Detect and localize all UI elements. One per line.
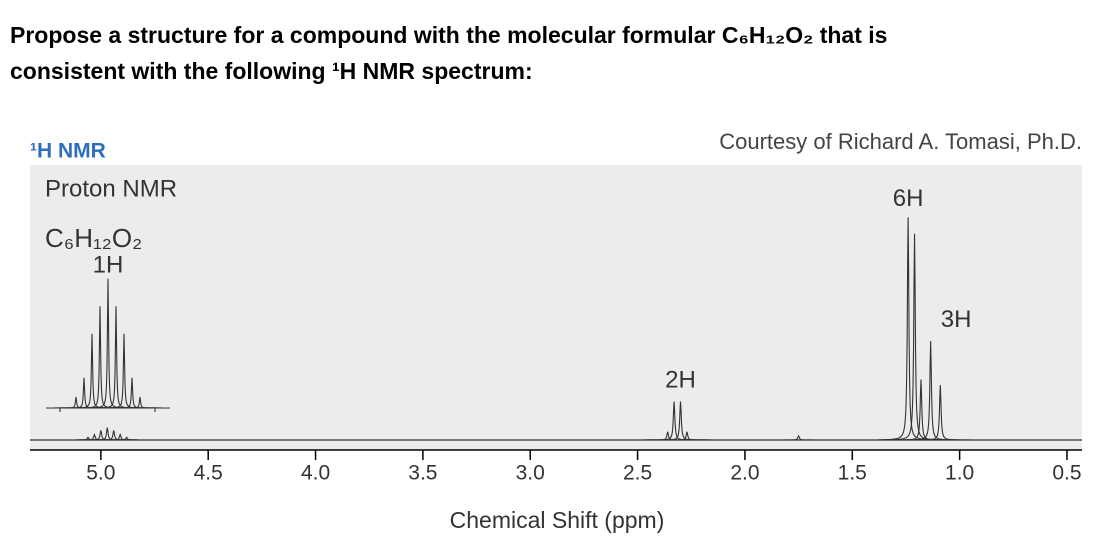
plot-panel bbox=[30, 165, 1082, 450]
question-line: consistent with the following ¹H NMR spe… bbox=[10, 58, 533, 84]
x-tick-label: 1.5 bbox=[838, 462, 867, 485]
x-tick-label: 4.0 bbox=[301, 462, 330, 485]
peak-label: 3H bbox=[941, 306, 972, 333]
inset-peak bbox=[110, 396, 170, 409]
x-tick-label: 2.0 bbox=[730, 462, 759, 485]
peak-label: 2H bbox=[665, 366, 696, 393]
annotation: Proton NMR bbox=[45, 175, 177, 202]
x-tick-label: 1.0 bbox=[945, 462, 974, 485]
x-tick-label: 0.5 bbox=[1052, 462, 1081, 485]
x-tick-label: 2.5 bbox=[623, 462, 652, 485]
peak bbox=[768, 434, 829, 441]
peak bbox=[96, 436, 157, 441]
x-tick-label: 3.5 bbox=[408, 462, 437, 485]
x-axis-title: Chemical Shift (ppm) bbox=[450, 507, 665, 533]
x-tick-label: 5.0 bbox=[86, 462, 115, 485]
x-tick-label: 3.0 bbox=[516, 462, 545, 485]
peak-label: 6H bbox=[893, 185, 924, 212]
annotation: C₆H₁₂O₂ bbox=[45, 223, 142, 253]
header: ¹H NMR bbox=[30, 140, 106, 163]
peak bbox=[910, 384, 971, 441]
inset-label: 1H bbox=[93, 251, 124, 278]
x-tick-label: 4.5 bbox=[194, 462, 223, 485]
credit: Courtesy of Richard A. Tomasi, Ph.D. bbox=[719, 129, 1082, 154]
peak bbox=[656, 431, 717, 441]
question-line: Propose a structure for a compound with … bbox=[10, 22, 888, 48]
